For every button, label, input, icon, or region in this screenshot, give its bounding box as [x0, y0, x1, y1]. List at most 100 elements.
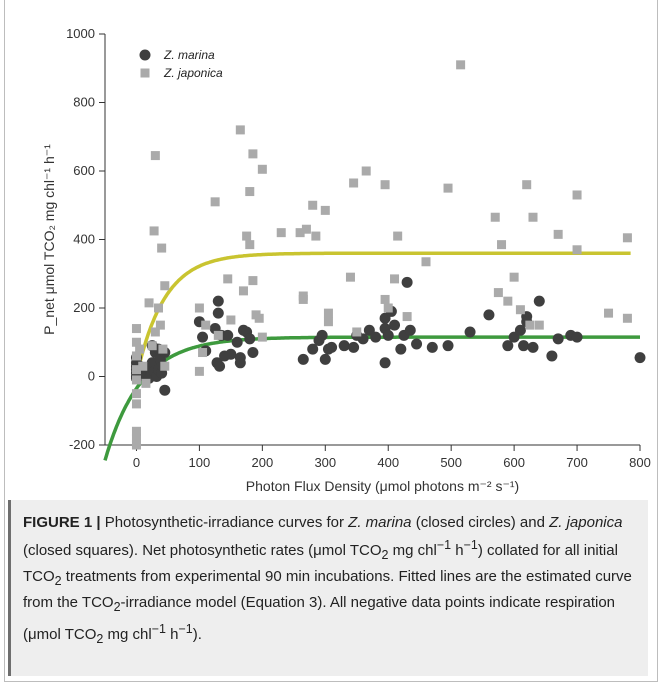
y-tick-label: 800 [73, 95, 95, 110]
marina-point [389, 319, 401, 331]
x-tick-label: 200 [252, 455, 274, 470]
japonica-point [141, 378, 151, 388]
japonica-point [248, 149, 258, 159]
japonica-point [138, 361, 148, 371]
japonica-point [380, 294, 390, 304]
japonica-point [345, 272, 355, 282]
x-tick-label: 0 [133, 455, 140, 470]
legend-label: Z. japonica [163, 66, 223, 80]
japonica-point [323, 308, 333, 318]
japonica-point [147, 341, 157, 351]
japonica-point [257, 332, 267, 342]
japonica-point [194, 303, 204, 313]
japonica-point [158, 344, 168, 354]
japonica-point [490, 212, 500, 222]
japonica-point [421, 257, 431, 267]
japonica-point [443, 183, 453, 193]
marina-point [464, 326, 476, 338]
data-points [130, 60, 646, 450]
japonica-point [248, 276, 258, 286]
marina-point [326, 341, 338, 353]
japonica-point [534, 320, 544, 330]
marina-point [546, 350, 558, 362]
axes: -200 0 200 400 600 800 1000 0 100 200 300 400 500 600… [66, 26, 651, 470]
japonica-point [525, 320, 535, 330]
japonica-point [194, 366, 204, 376]
y-tick-label: 0 [88, 369, 95, 384]
marina-point [225, 348, 237, 360]
caption-text: Photosynthetic-irradiance curves for Z. … [23, 514, 632, 646]
japonica-point [509, 272, 519, 282]
japonica-point [301, 224, 311, 234]
japonica-point [131, 337, 141, 347]
japonica-point [254, 313, 264, 323]
japonica-point [210, 197, 220, 207]
japonica-point [160, 281, 170, 291]
marina-point [514, 324, 526, 336]
japonica-point [131, 399, 141, 409]
marina-point [404, 324, 416, 336]
japonica-point [149, 226, 159, 236]
y-tick-label: 1000 [66, 26, 95, 41]
marina-point [442, 340, 454, 352]
marina-point [571, 331, 583, 343]
japonica-point [308, 200, 318, 210]
marina-point [222, 329, 234, 341]
marina-point [426, 341, 438, 353]
marina-point [316, 329, 328, 341]
scatter-chart: -200 0 200 400 600 800 1000 0 100 200 300 400 500 600… [41, 26, 651, 494]
japonica-point [154, 303, 163, 313]
marina-point [338, 340, 350, 352]
japonica-point [604, 308, 614, 318]
japonica-point [150, 151, 160, 161]
japonica-point [238, 286, 248, 296]
x-tick-label: 300 [314, 455, 336, 470]
x-tick-label: 700 [566, 455, 588, 470]
marina-point [527, 341, 539, 353]
y-tick-label: 400 [73, 232, 95, 247]
y-tick-label: -200 [69, 437, 95, 452]
japonica-point [223, 274, 233, 284]
japonica-point [522, 180, 532, 190]
japonica-point [276, 228, 286, 238]
japonica-point [157, 243, 167, 253]
japonica-point [497, 240, 507, 250]
japonica-point [298, 291, 308, 301]
japonica-point [160, 361, 170, 371]
fitted-curve [137, 251, 631, 364]
japonica-point [320, 205, 330, 215]
marina-point [370, 331, 382, 343]
japonica-point [131, 389, 141, 399]
figure-caption: FIGURE 1 | Photosynthetic-irradiance cur… [8, 500, 648, 676]
marina-point [197, 331, 209, 343]
japonica-point [390, 274, 400, 284]
marina-point [634, 352, 646, 364]
marina-point [214, 360, 226, 372]
marina-point [411, 338, 423, 350]
japonica-point [515, 305, 525, 315]
japonica-point [572, 190, 582, 200]
japonica-point [245, 240, 255, 250]
japonica-point [361, 166, 371, 176]
japonica-point [242, 231, 252, 241]
japonica-point [245, 187, 255, 197]
marina-point [382, 329, 394, 341]
japonica-point [213, 330, 223, 340]
marina-point [395, 343, 407, 355]
marina-point [502, 340, 514, 352]
marina-point [348, 341, 360, 353]
marina-point [379, 357, 391, 369]
marina-point [483, 309, 495, 321]
x-tick-label: 500 [440, 455, 462, 470]
japonica-point [131, 426, 141, 436]
marina-point [518, 340, 530, 352]
marina-point [401, 276, 413, 288]
y-tick-label: 200 [73, 300, 95, 315]
japonica-point [226, 315, 236, 325]
marina-point [552, 333, 564, 345]
japonica-point [402, 312, 412, 322]
x-tick-label: 400 [377, 455, 399, 470]
japonica-point [352, 327, 362, 337]
japonica-point [311, 231, 321, 241]
marina-point [212, 295, 224, 307]
